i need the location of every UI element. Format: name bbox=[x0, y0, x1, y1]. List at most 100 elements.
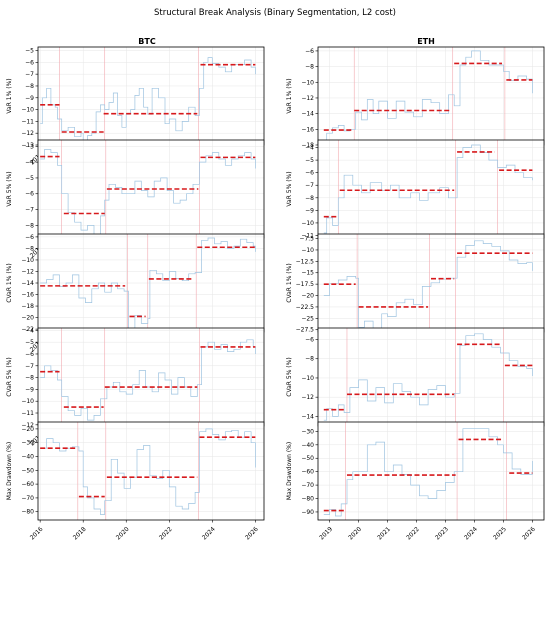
y-tick-label: −15 bbox=[301, 270, 314, 277]
y-tick-label: −5 bbox=[305, 157, 314, 164]
y-tick-label: −7.5 bbox=[299, 236, 314, 243]
y-tick-label: −5 bbox=[25, 339, 34, 346]
y-tick-label: −50 bbox=[21, 467, 34, 474]
y-tick-label: −18 bbox=[21, 303, 34, 310]
plot-area bbox=[318, 47, 544, 145]
y-tick-label: −6 bbox=[25, 234, 34, 241]
plot-area bbox=[318, 140, 544, 238]
series-line bbox=[323, 428, 533, 517]
y-tick-label: −14 bbox=[301, 413, 314, 420]
y-axis-label: Max Drawdown (%) bbox=[286, 442, 293, 500]
y-tick-label: −10 bbox=[21, 257, 34, 264]
y-tick-label: −4 bbox=[25, 159, 34, 166]
y-tick-label: −25 bbox=[301, 315, 314, 322]
y-tick-label: −70 bbox=[301, 482, 314, 489]
y-tick-label: −4 bbox=[305, 145, 314, 152]
x-tick-label: 2016 bbox=[29, 526, 45, 542]
y-tick-label: −10 bbox=[21, 107, 34, 114]
y-tick-label: −11 bbox=[301, 232, 314, 239]
y-axis-label: Max Drawdown (%) bbox=[6, 442, 13, 500]
y-tick-label: −8 bbox=[25, 83, 34, 90]
plot-frame bbox=[317, 421, 545, 521]
y-tick-label: −8 bbox=[305, 64, 314, 71]
x-tick-label: 2023 bbox=[434, 526, 450, 542]
panel-eth-1: −4−5−6−7−8−9−10−112019202020212022202320… bbox=[286, 139, 545, 259]
y-tick-label: −70 bbox=[21, 495, 34, 502]
y-tick-label: −40 bbox=[21, 454, 34, 461]
y-tick-label: −7 bbox=[25, 71, 34, 78]
series-line bbox=[40, 57, 256, 141]
y-tick-label: −8 bbox=[305, 356, 314, 363]
y-tick-label: −80 bbox=[21, 509, 34, 516]
plot-area bbox=[38, 422, 264, 520]
series-line bbox=[40, 428, 256, 515]
x-tick-label: 2024 bbox=[463, 526, 479, 542]
plot-area bbox=[38, 140, 264, 238]
y-tick-label: −6 bbox=[25, 191, 34, 198]
x-tick-label: 2019 bbox=[318, 526, 334, 542]
chart-panels: −5 −6 −7 −8 −9 −10 −11 −12 −13 2016 2018 2020 2022 20… bbox=[6, 46, 545, 542]
y-tick-label: −8 bbox=[25, 245, 34, 252]
x-tick-label: 2021 bbox=[376, 526, 392, 542]
y-tick-label: −7 bbox=[25, 207, 34, 214]
y-tick-label: −11 bbox=[21, 118, 34, 125]
y-tick-label: −7 bbox=[305, 182, 314, 189]
y-axis-label: CVaR 5% (%) bbox=[286, 357, 293, 396]
y-tick-label: −12 bbox=[21, 268, 34, 275]
y-tick-label: −22 bbox=[21, 326, 34, 333]
y-tick-label: −27.5 bbox=[296, 327, 315, 334]
y-tick-label: −20 bbox=[21, 315, 34, 322]
y-tick-label: −10 bbox=[301, 79, 314, 86]
y-tick-label: −5 bbox=[25, 175, 34, 182]
column-title-eth: ETH bbox=[417, 37, 435, 46]
y-tick-label: −8 bbox=[25, 222, 34, 229]
y-tick-label: −12.5 bbox=[296, 258, 315, 265]
panel-btc-0: −5−6−7−8−9−10−11−12−13201620182020202220… bbox=[6, 46, 265, 166]
plot-area bbox=[38, 47, 264, 145]
y-tick-label: −4 bbox=[25, 327, 34, 334]
series-line bbox=[323, 333, 533, 421]
y-axis-label: VaR 1% (%) bbox=[6, 78, 13, 113]
y-tick-label: −10 bbox=[301, 375, 314, 382]
y-tick-label: −6 bbox=[25, 59, 34, 66]
plot-area bbox=[318, 422, 544, 520]
y-tick-label: −9 bbox=[25, 386, 34, 393]
y-tick-label: −5 bbox=[25, 48, 34, 55]
y-axis-label: CVaR 5% (%) bbox=[6, 357, 13, 396]
series-line bbox=[40, 149, 256, 236]
y-tick-label: −17.5 bbox=[296, 281, 315, 288]
y-tick-label: −6 bbox=[25, 351, 34, 358]
panel-eth-4: −30 −40 −50 −60 −70 −80 −90 2019 2020 2021 2022 202… bbox=[286, 421, 545, 542]
x-tick-label: 2018 bbox=[72, 526, 88, 542]
y-tick-label: −8 bbox=[25, 375, 34, 382]
x-tick-label: 2020 bbox=[347, 526, 363, 542]
plot-area bbox=[38, 328, 264, 426]
y-tick-label: −22.5 bbox=[296, 304, 315, 311]
panel-btc-2: −6−8−10−12−14−16−18−20−22201620182020202… bbox=[6, 233, 265, 353]
x-tick-label: 2025 bbox=[492, 526, 508, 542]
y-tick-label: −60 bbox=[21, 481, 34, 488]
x-tick-label: 2020 bbox=[115, 526, 131, 542]
column-title-btc: BTC bbox=[138, 37, 156, 46]
y-tick-label: −30 bbox=[301, 428, 314, 435]
y-tick-label: −10 bbox=[301, 247, 314, 254]
y-tick-label: −3 bbox=[25, 143, 34, 150]
y-axis-label: VaR 5% (%) bbox=[286, 171, 293, 206]
y-axis-label: CVaR 1% (%) bbox=[6, 263, 13, 302]
y-tick-label: −8 bbox=[305, 195, 314, 202]
y-tick-label: −9 bbox=[25, 95, 34, 102]
series-line bbox=[40, 237, 256, 330]
y-tick-label: −20 bbox=[21, 426, 34, 433]
y-tick-label: −10 bbox=[21, 398, 34, 405]
y-tick-label: −16 bbox=[21, 292, 34, 299]
y-tick-label: −9 bbox=[305, 207, 314, 214]
y-tick-label: −30 bbox=[21, 440, 34, 447]
series-line bbox=[323, 240, 533, 330]
y-tick-label: −20 bbox=[301, 293, 314, 300]
y-tick-label: −80 bbox=[301, 496, 314, 503]
y-axis-label: VaR 1% (%) bbox=[286, 78, 293, 113]
y-axis-label: VaR 5% (%) bbox=[6, 171, 13, 206]
x-tick-label: 2022 bbox=[158, 526, 174, 542]
y-tick-label: −13 bbox=[21, 142, 34, 149]
